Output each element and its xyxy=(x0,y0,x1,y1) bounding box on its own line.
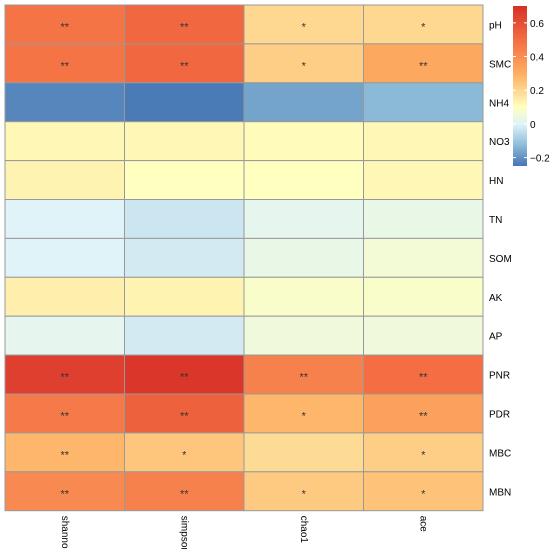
cell-pH-shannon xyxy=(4,4,125,45)
cell-AP-chao1 xyxy=(243,315,364,356)
row-label-SOM: SOM xyxy=(489,254,512,265)
sig-PNR-simpson: ** xyxy=(180,372,189,384)
row-label-SMC: SMC xyxy=(489,59,511,70)
cell-AP-shannon xyxy=(4,315,125,356)
cell-TN-ace xyxy=(363,199,484,239)
significance-labels: ** ** * *** ** * **** ** ** **** ** * **** * *** ** * * xyxy=(60,21,428,500)
cell-pH-simpson xyxy=(124,4,245,45)
cell-pH-ace xyxy=(363,4,484,45)
sig-pH-simpson: ** xyxy=(180,21,189,33)
cell-TN-chao1 xyxy=(243,199,364,239)
cell-TN-shannon xyxy=(4,199,125,239)
cell-SOM-ace xyxy=(363,237,484,278)
sig-SMC-simpson: ** xyxy=(180,60,189,72)
cell-PDR-simpson xyxy=(124,393,245,434)
sig-PDR-simpson: ** xyxy=(180,410,189,422)
cell-MBC-ace xyxy=(363,432,484,473)
cell-AK-simpson xyxy=(124,276,245,317)
cell-NO3-ace xyxy=(363,121,484,162)
legend-ticks: 0.6 0.4 0.2 0 −0.2 xyxy=(513,19,550,165)
sig-PDR-ace: ** xyxy=(419,410,428,422)
cell-HN-shannon xyxy=(4,160,125,201)
cell-MBN-ace xyxy=(363,471,484,512)
cell-NO3-chao1 xyxy=(243,121,364,162)
row-label-HN: HN xyxy=(489,176,503,187)
cell-SOM-simpson xyxy=(124,237,245,278)
cell-SMC-ace xyxy=(363,43,484,84)
sig-SMC-shannon: ** xyxy=(60,60,69,72)
sig-MBC-simpson: * xyxy=(182,449,187,461)
sig-MBN-chao1: * xyxy=(302,488,307,500)
sig-pH-chao1: * xyxy=(302,21,307,33)
cell-TN-simpson xyxy=(124,199,245,239)
cell-HN-chao1 xyxy=(243,160,364,201)
cell-NH4-ace xyxy=(363,82,484,123)
row-label-PDR: PDR xyxy=(489,409,510,420)
sig-PNR-ace: ** xyxy=(419,372,428,384)
row-label-PNR: PNR xyxy=(489,371,510,382)
row-label-TN: TN xyxy=(489,215,502,226)
cell-AK-ace xyxy=(363,276,484,317)
col-label-shannon: shannon xyxy=(59,516,70,549)
cell-PNR-simpson xyxy=(124,354,245,395)
cell-AP-ace xyxy=(363,315,484,356)
sig-PDR-chao1: * xyxy=(302,410,307,422)
cell-MBC-chao1 xyxy=(243,432,364,473)
color-legend: 0.6 0.4 0.2 0 −0.2 xyxy=(513,6,550,166)
sig-MBC-ace: * xyxy=(421,449,426,461)
cell-NH4-chao1 xyxy=(243,82,364,123)
sig-PDR-shannon: ** xyxy=(60,410,69,422)
sig-MBN-ace: * xyxy=(421,488,426,500)
row-label-AK: AK xyxy=(489,293,503,304)
row-label-AP: AP xyxy=(489,332,503,343)
sig-SMC-chao1: * xyxy=(302,60,307,72)
col-label-simpson: simpson xyxy=(178,516,189,549)
sig-PNR-shannon: ** xyxy=(60,372,69,384)
cell-AP-simpson xyxy=(124,315,245,356)
column-labels: shannon simpson chao1 ace xyxy=(59,516,429,549)
sig-PNR-chao1: ** xyxy=(299,372,308,384)
cell-MBN-chao1 xyxy=(243,471,364,512)
cell-SMC-simpson xyxy=(124,43,245,84)
row-labels: pH SMC NH4 NO3 HN TN SOM AK AP PNR PDR MBC MBN xyxy=(489,20,512,498)
cell-MBC-shannon xyxy=(4,432,125,473)
sig-pH-shannon: ** xyxy=(60,21,69,33)
legend-tick-label: 0.6 xyxy=(530,19,544,30)
sig-MBN-simpson: ** xyxy=(180,488,189,500)
legend-tick-label: 0.2 xyxy=(530,86,544,97)
cell-pH-chao1 xyxy=(243,4,364,45)
row-label-NO3: NO3 xyxy=(489,137,510,148)
cell-NH4-shannon xyxy=(4,82,125,123)
legend-tick-label: 0.4 xyxy=(530,53,544,64)
legend-tick-label: −0.2 xyxy=(530,154,550,165)
col-label-ace: ace xyxy=(417,516,428,533)
cell-AK-shannon xyxy=(4,276,125,317)
cell-NO3-shannon xyxy=(4,121,125,162)
cell-AK-chao1 xyxy=(243,276,364,317)
cell-HN-ace xyxy=(363,160,484,201)
heatmap-cells xyxy=(4,4,484,512)
cell-PDR-ace xyxy=(363,393,484,434)
cell-SOM-chao1 xyxy=(243,237,364,278)
cell-MBN-shannon xyxy=(4,471,125,512)
cell-MBC-simpson xyxy=(124,432,245,473)
cell-NO3-simpson xyxy=(124,121,245,162)
legend-color-bar xyxy=(513,6,527,166)
legend-tick-label: 0 xyxy=(530,120,536,131)
col-label-chao1: chao1 xyxy=(298,516,309,544)
row-label-pH: pH xyxy=(489,20,502,31)
sig-MBN-shannon: ** xyxy=(60,488,69,500)
sig-pH-ace: * xyxy=(421,21,426,33)
cell-HN-simpson xyxy=(124,160,245,201)
sig-SMC-ace: ** xyxy=(419,60,428,72)
row-label-NH4: NH4 xyxy=(489,98,509,109)
sig-MBC-shannon: ** xyxy=(60,449,69,461)
cell-PNR-ace xyxy=(363,354,484,395)
row-label-MBC: MBC xyxy=(489,448,511,459)
cell-NH4-simpson xyxy=(124,82,245,123)
cell-MBN-simpson xyxy=(124,471,245,512)
cell-SOM-shannon xyxy=(4,237,125,278)
row-label-MBN: MBN xyxy=(489,487,511,498)
